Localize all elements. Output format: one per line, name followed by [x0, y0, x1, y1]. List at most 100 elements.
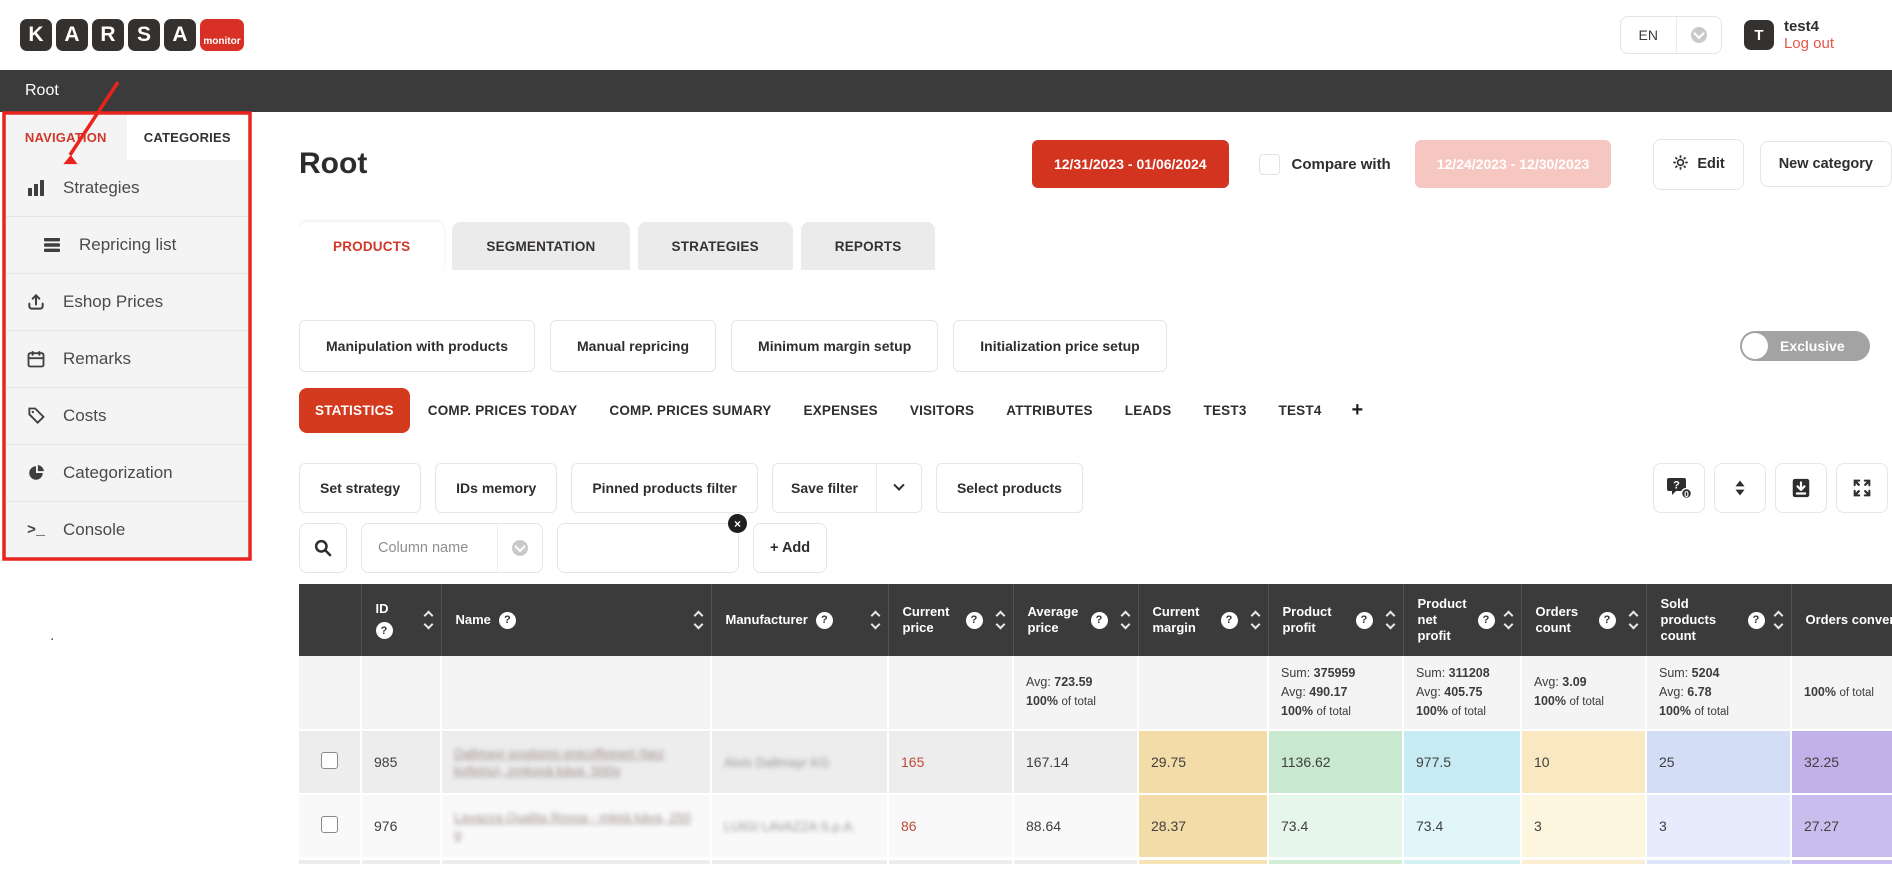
- cell-current-margin: 28.37: [1138, 794, 1268, 858]
- help-icon[interactable]: ?: [1221, 612, 1238, 629]
- sort-icons[interactable]: [1122, 612, 1129, 628]
- cell-product-profit: 73.4: [1268, 794, 1403, 858]
- edit-button[interactable]: Edit: [1653, 139, 1743, 190]
- sort-vertical-button[interactable]: [1714, 463, 1766, 513]
- column-header-current-margin[interactable]: Current margin?: [1138, 584, 1268, 656]
- help-icon[interactable]: ?: [966, 612, 983, 629]
- column-header-orders-conversion[interactable]: Orders conversion?: [1791, 584, 1892, 656]
- divider: [497, 523, 498, 573]
- sidebar-item-repricing-list[interactable]: Repricing list: [5, 217, 248, 274]
- help-icon[interactable]: ?: [1478, 612, 1495, 629]
- tab-reports[interactable]: REPORTS: [801, 222, 936, 270]
- ids-memory-button[interactable]: IDs memory: [435, 463, 557, 513]
- manipulation-with-products-button[interactable]: Manipulation with products: [299, 320, 535, 372]
- column-header-name[interactable]: Name?: [441, 584, 711, 656]
- manual-repricing-button[interactable]: Manual repricing: [550, 320, 716, 372]
- compare-date-range-button[interactable]: 12/24/2023 - 12/30/2023: [1415, 140, 1612, 188]
- filter-value-input[interactable]: [557, 523, 739, 573]
- select-products-button[interactable]: Select products: [936, 463, 1083, 513]
- product-name-link[interactable]: Dallmayr prodomo entcoffeinert (bez kofe…: [454, 745, 698, 779]
- sidebar-item-costs[interactable]: Costs: [5, 388, 248, 445]
- initialization-price-setup-button[interactable]: Initialization price setup: [953, 320, 1166, 372]
- subtab-statistics[interactable]: STATISTICS: [299, 388, 410, 433]
- sidebar-tab-navigation[interactable]: NAVIGATION: [5, 115, 127, 160]
- set-strategy-button[interactable]: Set strategy: [299, 463, 421, 513]
- minimum-margin-setup-button[interactable]: Minimum margin setup: [731, 320, 938, 372]
- sidebar-item-categorization[interactable]: Categorization: [5, 445, 248, 502]
- sidebar-tab-categories[interactable]: CATEGORIES: [127, 115, 249, 160]
- fullscreen-button[interactable]: [1836, 463, 1888, 513]
- help-icon[interactable]: ?: [816, 612, 833, 629]
- save-filter-button[interactable]: Save filter: [772, 463, 922, 513]
- column-header-average-price[interactable]: Average price?: [1013, 584, 1138, 656]
- new-category-button[interactable]: New category: [1760, 141, 1892, 187]
- sort-icons[interactable]: [997, 612, 1004, 628]
- help-icon[interactable]: ?: [1091, 612, 1108, 629]
- sidebar-item-strategies[interactable]: Strategies: [5, 160, 248, 217]
- row-checkbox[interactable]: [321, 816, 338, 833]
- toggle-knob: [1742, 333, 1768, 359]
- chevron-down-icon[interactable]: [1691, 27, 1707, 43]
- language-select[interactable]: EN: [1620, 16, 1722, 54]
- karsa-logo[interactable]: K A R S A monitor: [20, 19, 244, 51]
- help-icon[interactable]: ?: [499, 612, 516, 629]
- sidebar-item-console[interactable]: >_ Console: [5, 502, 248, 559]
- close-icon[interactable]: ×: [728, 514, 747, 533]
- sort-icons[interactable]: [695, 612, 702, 628]
- cell-current-price[interactable]: 86: [901, 818, 917, 834]
- column-header-manufacturer[interactable]: Manufacturer?: [711, 584, 888, 656]
- tab-segmentation[interactable]: SEGMENTATION: [452, 222, 629, 270]
- sort-icons[interactable]: [425, 612, 432, 628]
- sort-icons[interactable]: [1387, 612, 1394, 628]
- help-icon[interactable]: ?: [1356, 612, 1373, 629]
- user-menu[interactable]: T test4 Log out: [1744, 18, 1834, 52]
- sort-icons[interactable]: [1505, 612, 1512, 628]
- cell-current-price[interactable]: 165: [901, 754, 924, 770]
- breadcrumb-item-root[interactable]: Root: [25, 82, 59, 100]
- sidebar-item-remarks[interactable]: Remarks: [5, 331, 248, 388]
- logout-link[interactable]: Log out: [1784, 35, 1834, 52]
- subtab-expenses[interactable]: EXPENSES: [789, 391, 891, 430]
- subtab-attributes[interactable]: ATTRIBUTES: [992, 391, 1107, 430]
- column-name-select[interactable]: Column name: [361, 523, 543, 573]
- tab-products[interactable]: PRODUCTS: [299, 222, 444, 270]
- subtab-leads[interactable]: LEADS: [1111, 391, 1186, 430]
- sub-tabs: STATISTICS COMP. PRICES TODAY COMP. PRIC…: [299, 388, 1892, 433]
- tab-strategies[interactable]: STRATEGIES: [638, 222, 793, 270]
- sort-icons[interactable]: [1252, 612, 1259, 628]
- sort-icons[interactable]: [872, 612, 879, 628]
- compare-with-checkbox[interactable]: [1259, 154, 1280, 175]
- sort-icons[interactable]: [1630, 612, 1637, 628]
- sidebar-item-eshop-prices[interactable]: Eshop Prices: [5, 274, 248, 331]
- subtab-test4[interactable]: TEST4: [1265, 391, 1336, 430]
- pinned-products-filter-button[interactable]: Pinned products filter: [571, 463, 758, 513]
- terminal-icon: >_: [25, 522, 47, 539]
- download-button[interactable]: [1775, 463, 1827, 513]
- column-header-orders-count[interactable]: Orders count?: [1521, 584, 1646, 656]
- add-tab-button[interactable]: +: [1340, 399, 1376, 422]
- chevron-down-icon[interactable]: [877, 484, 921, 492]
- search-button[interactable]: [299, 523, 347, 573]
- subtab-comp-prices-today[interactable]: COMP. PRICES TODAY: [414, 391, 592, 430]
- help-icon[interactable]: ?: [1599, 612, 1616, 629]
- row-checkbox[interactable]: [321, 752, 338, 769]
- help-icon[interactable]: ?: [376, 622, 393, 639]
- column-header-product-net-profit[interactable]: Product net profit?: [1403, 584, 1521, 656]
- sort-icons[interactable]: [1775, 612, 1782, 628]
- column-header-id[interactable]: ID ?: [361, 584, 441, 656]
- date-range-button[interactable]: 12/31/2023 - 01/06/2024: [1032, 140, 1229, 188]
- page-title: Root: [299, 147, 367, 181]
- select-all-header[interactable]: [299, 584, 361, 656]
- column-header-current-price[interactable]: Current price?: [888, 584, 1013, 656]
- exclusive-toggle[interactable]: Exclusive: [1740, 331, 1870, 361]
- column-header-sold-products-count[interactable]: Sold products count?: [1646, 584, 1791, 656]
- add-filter-button[interactable]: + Add: [753, 523, 827, 573]
- product-name-link[interactable]: Lavazza Qualita Rossa - mletá káva, 250 …: [454, 809, 698, 843]
- column-header-product-profit[interactable]: Product profit?: [1268, 584, 1403, 656]
- subtab-test3[interactable]: TEST3: [1190, 391, 1261, 430]
- subtab-visitors[interactable]: VISITORS: [896, 391, 988, 430]
- subtab-comp-prices-sumary[interactable]: COMP. PRICES SUMARY: [595, 391, 785, 430]
- help-icon[interactable]: ?: [1748, 612, 1765, 629]
- help-comments-button[interactable]: ? 0: [1653, 463, 1705, 513]
- chevron-down-icon[interactable]: [512, 540, 528, 556]
